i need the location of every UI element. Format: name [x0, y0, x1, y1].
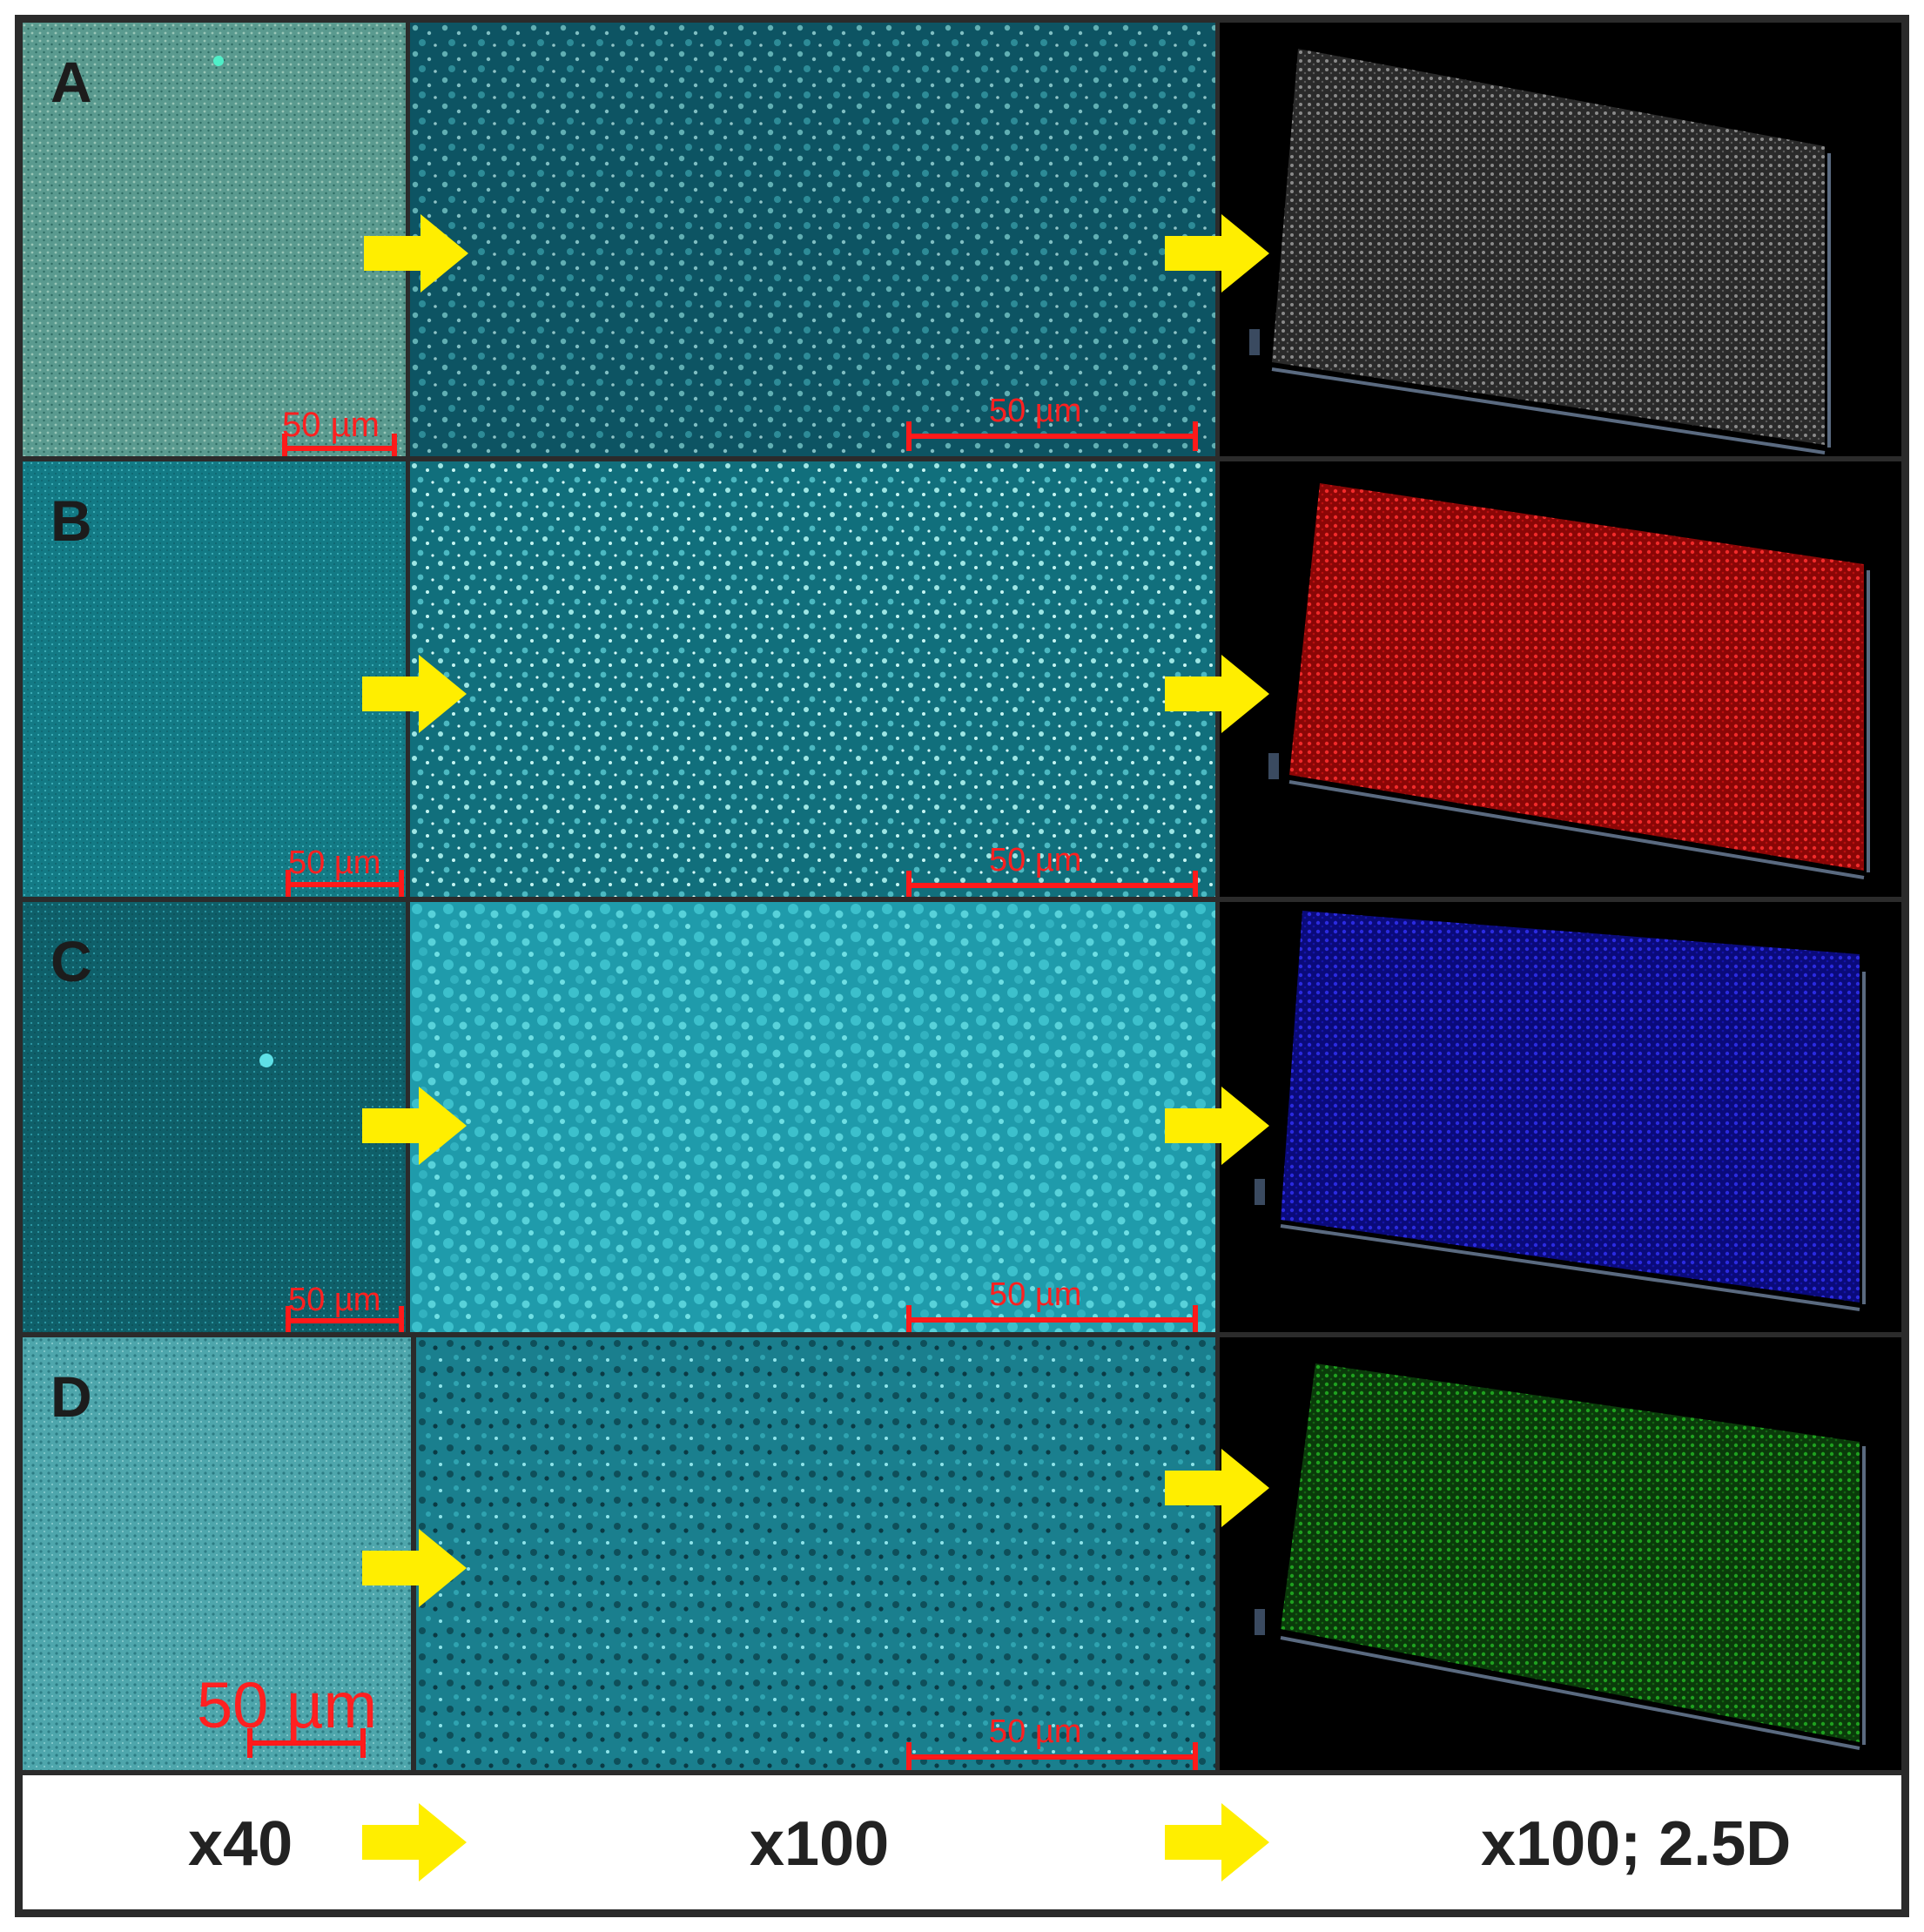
scale-bar-d40 [247, 1728, 366, 1758]
scale-label-a40: 50 µm [282, 406, 380, 444]
legend-x100-25d: x100; 2.5D [1481, 1809, 1792, 1879]
scale-label-c40: 50 µm [288, 1282, 381, 1318]
arrow-icon [362, 1803, 467, 1882]
texture-b100 [410, 461, 1215, 897]
magnification-legend: x40 x100 x100; 2.5D [23, 1775, 1901, 1909]
micrograph-b-x40: B 50 µm [23, 461, 406, 897]
micrograph-c-x100: 50 µm [410, 902, 1215, 1332]
legend-x100: x100 [750, 1809, 890, 1879]
blue-surface [1255, 911, 1866, 1311]
row-d: D 50 µm 50 µm [23, 1337, 1901, 1770]
texture-d40 [23, 1337, 411, 1770]
scale-bar-a40 [282, 434, 397, 456]
panel-letter-c: C [50, 929, 92, 993]
red-surface [1268, 483, 1870, 879]
arrow-icon [1165, 1803, 1269, 1882]
micrograph-d-x100: 50 µm [416, 1337, 1215, 1770]
green-surface [1255, 1363, 1866, 1750]
arrow-icon [1165, 214, 1269, 293]
row-b: B 50 µm 50 µm [23, 461, 1901, 897]
scale-label-d100: 50 µm [989, 1713, 1082, 1750]
scale-label-b40: 50 µm [288, 845, 381, 881]
surface-plot-d [1220, 1337, 1901, 1770]
scale-bar-b100 [906, 871, 1198, 897]
scale-bar-c40 [286, 1306, 404, 1332]
arrow-icon [1165, 1449, 1269, 1527]
scale-label-a100: 50 µm [989, 393, 1082, 429]
scale-bar-a100 [906, 421, 1198, 451]
arrow-icon [1165, 655, 1269, 733]
surface-plot-b [1220, 461, 1901, 897]
scale-label-d40: 50 µm [197, 1669, 378, 1741]
row-a: A 50 µm 50 µm [23, 23, 1901, 456]
texture-c100 [410, 902, 1215, 1332]
surface-plot-a [1220, 23, 1901, 456]
texture-d100 [416, 1337, 1215, 1770]
micrograph-a-x100: 50 µm [410, 23, 1215, 456]
texture-a40 [23, 23, 406, 456]
figure-frame: A 50 µm 50 µm [15, 15, 1909, 1917]
surface-plot-c [1220, 902, 1901, 1332]
row-c: C 50 µm 50 µm [23, 902, 1901, 1332]
arrow-icon [362, 1529, 467, 1607]
micrograph-c-x40: C 50 µm [23, 902, 406, 1332]
arrow-icon [362, 1087, 467, 1165]
texture-b40 [23, 461, 406, 897]
panel-letter-b: B [50, 488, 92, 553]
texture-a100 [410, 23, 1215, 456]
scale-label-c100: 50 µm [989, 1276, 1082, 1313]
scale-bar-c100 [906, 1305, 1198, 1332]
micrograph-b-x100: 50 µm [410, 461, 1215, 897]
scale-bar-b40 [286, 870, 404, 897]
panel-letter-d: D [50, 1364, 92, 1429]
texture-c40 [23, 902, 406, 1332]
scale-label-b100: 50 µm [989, 842, 1082, 878]
arrow-icon [362, 655, 467, 733]
micrograph-a-x40: A 50 µm [23, 23, 406, 456]
panel-letter-a: A [50, 50, 92, 114]
gray-surface [1249, 49, 1831, 454]
legend-x40: x40 [188, 1809, 293, 1879]
arrow-icon [1165, 1087, 1269, 1165]
micrograph-d-x40: D 50 µm [23, 1337, 411, 1770]
arrow-icon [364, 214, 468, 293]
scale-bar-d100 [906, 1742, 1198, 1770]
